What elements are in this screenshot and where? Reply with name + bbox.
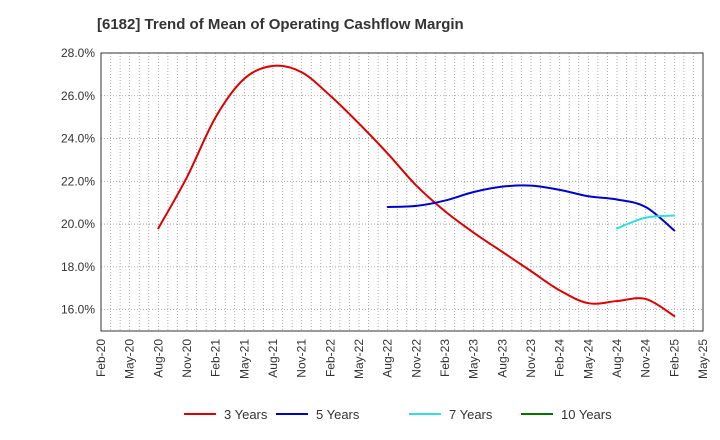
y-tick-label: 28.0% (61, 46, 95, 60)
x-tick-label: May-21 (237, 339, 251, 379)
x-tick-label: Aug-20 (151, 339, 165, 378)
x-tick-label: Feb-21 (209, 339, 223, 377)
y-tick-label: 20.0% (61, 217, 95, 231)
y-tick-label: 18.0% (61, 260, 95, 274)
y-tick-label: 26.0% (61, 89, 95, 103)
x-tick-label: Aug-23 (495, 339, 509, 378)
x-tick-label: Nov-21 (295, 339, 309, 378)
legend-label-10-years: 10 Years (561, 407, 612, 422)
y-tick-label: 22.0% (61, 174, 95, 188)
legend-label-7-years: 7 Years (449, 407, 493, 422)
x-tick-label: May-24 (581, 339, 595, 379)
y-tick-label: 24.0% (61, 132, 95, 146)
x-tick-label: May-25 (696, 339, 710, 379)
x-tick-label: Feb-20 (94, 339, 108, 377)
series-line-5-years (386, 184, 676, 232)
x-tick-label: May-23 (467, 339, 481, 379)
x-tick-label: Nov-24 (639, 339, 653, 378)
plot-area (101, 53, 703, 331)
legend-label-3-years: 3 Years (224, 407, 268, 422)
series-line-7-years (616, 214, 676, 230)
x-tick-label: Aug-22 (381, 339, 395, 378)
x-tick-label: Feb-24 (553, 339, 567, 377)
x-tick-label: May-22 (352, 339, 366, 379)
x-tick-label: Feb-22 (323, 339, 337, 377)
x-tick-label: Nov-22 (409, 339, 423, 378)
series-line-3-years (157, 64, 676, 318)
x-tick-label: May-20 (123, 339, 137, 379)
x-tick-label: Feb-25 (667, 339, 681, 377)
grid-lines (100, 52, 704, 331)
y-tick-label: 16.0% (61, 303, 95, 317)
plot-frame (100, 52, 704, 332)
x-tick-label: Nov-23 (524, 339, 538, 378)
x-tick-label: Nov-20 (180, 339, 194, 378)
x-tick-label: Aug-21 (266, 339, 280, 378)
x-tick-label: Aug-24 (610, 339, 624, 378)
chart-title: [6182] Trend of Mean of Operating Cashfl… (97, 16, 464, 33)
legend-label-5-years: 5 Years (316, 407, 360, 422)
x-tick-label: Feb-23 (438, 339, 452, 377)
